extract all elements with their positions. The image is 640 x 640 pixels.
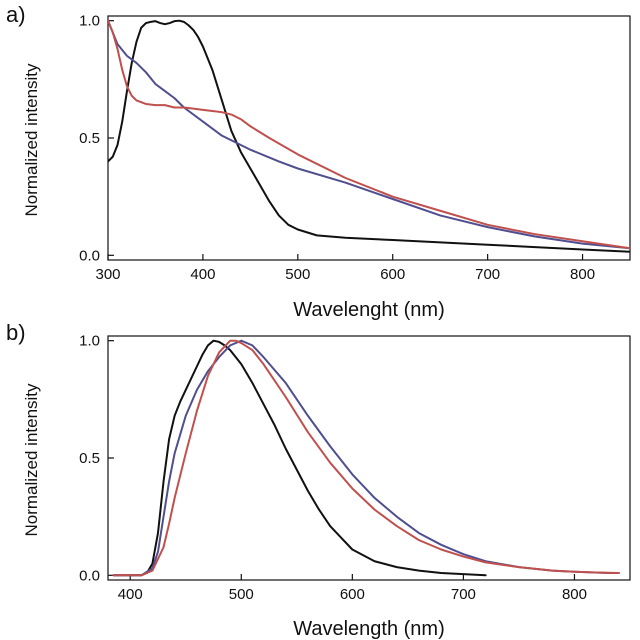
panel-a: a) 300 400 500 600 700 800 0.0 0.5 1.0 Wavelengh… [6, 2, 630, 321]
panel-a-x-tick-label: 600 [380, 266, 405, 283]
panel-b-y-axis-title: Normalized intensity [22, 383, 41, 537]
panel-a-plot-frame [108, 16, 630, 260]
panel-a-x-tick-label: 500 [285, 266, 310, 283]
panel-b-x-tick-label: 800 [562, 586, 587, 603]
panel-b-x-tick-label: 400 [118, 586, 143, 603]
panel-b-series-line-3 [114, 341, 619, 576]
panel-a-x-tick-label: 700 [475, 266, 500, 283]
panel-b: b) 400 500 600 700 800 0.0 0.5 1.0 Wavelength (… [6, 320, 630, 640]
panel-b-label: b) [6, 320, 26, 345]
panel-b-y-tick-label: 0.5 [79, 450, 100, 467]
panel-a-ticks: 300 400 500 600 700 800 0.0 0.5 1.0 [79, 13, 595, 283]
panel-b-plot-frame [108, 336, 630, 580]
panel-a-x-tick-label: 800 [570, 266, 595, 283]
panel-a-series-line-2 [108, 21, 630, 249]
panel-a-y-axis-title: Normalized intensity [22, 63, 41, 217]
panel-b-x-tick-label: 500 [229, 586, 254, 603]
panel-a-series [108, 21, 630, 252]
panel-b-x-tick-label: 600 [340, 586, 365, 603]
panel-b-series [114, 341, 619, 576]
panel-a-y-tick-label: 0.5 [79, 130, 100, 147]
panel-a-label: a) [6, 2, 26, 27]
panel-b-series-line-1 [114, 341, 486, 576]
panel-a-series-line-1 [108, 21, 630, 252]
panel-a-x-tick-label: 400 [190, 266, 215, 283]
panel-a-series-line-3 [108, 21, 630, 249]
panel-b-x-tick-label: 700 [451, 586, 476, 603]
panel-a-y-tick-label: 0.0 [79, 247, 100, 264]
panel-a-x-axis-title: Wavelenght (nm) [293, 299, 445, 321]
panel-b-y-tick-label: 1.0 [79, 333, 100, 350]
panel-a-y-tick-label: 1.0 [79, 13, 100, 30]
panel-b-y-tick-label: 0.0 [79, 567, 100, 584]
panel-a-x-tick-label: 300 [95, 266, 120, 283]
panel-b-series-line-2 [114, 341, 619, 576]
panel-b-x-axis-title: Wavelength (nm) [293, 618, 445, 640]
